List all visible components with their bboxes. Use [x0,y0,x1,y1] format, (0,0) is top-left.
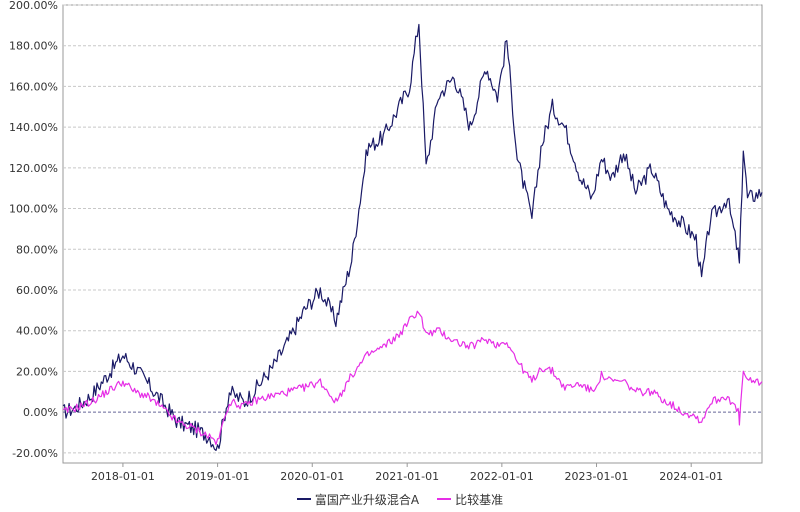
y-tick-label: 120.00% [9,162,58,175]
x-tick-label: 2018-01-01 [91,470,155,483]
y-tick-label: 60.00% [16,284,58,297]
series-line-fund [62,23,763,451]
y-tick-label: 80.00% [16,243,58,256]
x-tick-label: 2022-01-01 [470,470,534,483]
y-tick-label: 100.00% [9,203,58,216]
legend: 富国产业升级混合A 比较基准 [0,490,800,508]
x-tick-label: 2020-01-01 [280,470,344,483]
y-tick-label: 200.00% [9,0,58,12]
y-tick-label: -20.00% [12,447,58,460]
y-tick-label: 0.00% [23,406,58,419]
series-line-benchmark [63,310,763,446]
y-tick-label: 160.00% [9,80,58,93]
legend-item-benchmark: 比较基准 [437,491,503,508]
x-tick-label: 2021-01-01 [375,470,439,483]
line-chart: -20.00% 0.00% 20.00% 40.00% 60.00% 80.00% 100.… [9,0,763,483]
legend-label-benchmark: 比较基准 [455,492,504,507]
x-tick-label: 2024-01-01 [659,470,723,483]
plot-frame [62,4,763,464]
y-tick-label: 40.00% [16,325,58,338]
legend-label-fund: 富国产业升级混合A [314,492,420,507]
legend-swatch-fund [296,498,311,500]
x-tick-label: 2023-01-01 [565,470,629,483]
legend-item-fund: 富国产业升级混合A [296,491,420,508]
y-tick-label: 140.00% [9,121,58,134]
y-tick-label: 20.00% [16,365,58,378]
legend-swatch-benchmark [437,498,452,500]
x-tick-label: 2019-01-01 [186,470,250,483]
y-tick-label: 180.00% [9,40,58,53]
